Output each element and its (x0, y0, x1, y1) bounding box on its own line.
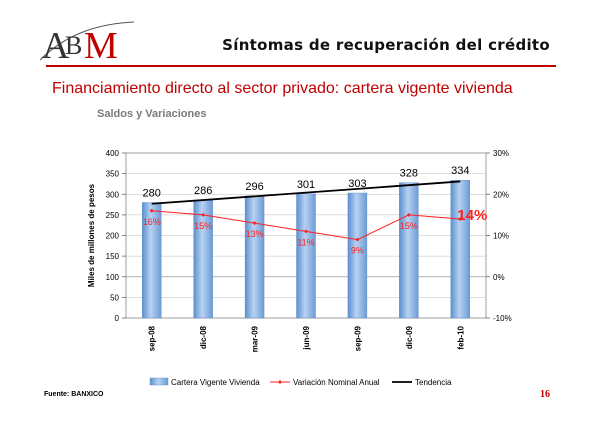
legend-label-trend: Tendencia (415, 378, 452, 387)
bar (193, 199, 213, 319)
y-tick-label: 200 (106, 232, 120, 241)
y-tick-label: 250 (106, 211, 120, 220)
variation-label: 14% (457, 207, 487, 224)
y-tick-label: 150 (106, 252, 120, 261)
logo-swoosh (39, 21, 135, 61)
variation-point (149, 208, 154, 213)
bar-value-label: 328 (400, 168, 418, 180)
header-rule (46, 65, 556, 67)
x-tick-label: feb-10 (456, 325, 465, 349)
x-tick-label: sep-09 (353, 325, 362, 351)
bar (296, 193, 316, 319)
x-tick-label: mar-09 (251, 325, 260, 352)
bar-value-label: 334 (451, 165, 469, 177)
variation-label: 15% (400, 221, 418, 231)
y-axis-title: Miles de millones de pesos (87, 183, 96, 287)
variation-point (304, 229, 308, 234)
y-tick-label: 400 (106, 149, 120, 158)
bar (142, 202, 162, 319)
x-tick-label: jun-09 (302, 325, 311, 350)
y-tick-label: 350 (106, 170, 120, 179)
legend-marker-variation (278, 380, 282, 384)
y-tick-label: 50 (110, 293, 119, 302)
bar (450, 180, 470, 319)
variation-point (252, 221, 257, 226)
bar-value-label: 296 (245, 181, 263, 193)
bar-value-label: 286 (194, 185, 212, 197)
bar-value-label: 301 (297, 179, 315, 191)
y-tick-label: 100 (106, 273, 120, 282)
variation-label: 16% (143, 217, 161, 227)
x-tick-label: dic-09 (405, 325, 414, 349)
svg-text:B: B (65, 31, 82, 60)
y2-tick-label: 10% (493, 232, 509, 241)
bar-value-label: 280 (143, 188, 161, 200)
x-tick-label: dic-08 (199, 325, 208, 349)
chart-subtitle: Saldos y Variaciones (97, 108, 207, 120)
y2-tick-label: 20% (493, 190, 509, 199)
bar-value-label: 303 (348, 178, 366, 190)
variation-point (355, 237, 360, 242)
variation-point (201, 212, 206, 217)
source-note: Fuente: BANXICO (44, 391, 104, 398)
variation-label: 13% (246, 229, 264, 239)
trend-line (151, 180, 461, 205)
y2-tick-label: 0% (493, 273, 505, 282)
legend-label-variation: Variación Nominal Anual (293, 378, 380, 387)
page-number: 16 (540, 389, 550, 400)
abm-logo: A B M (39, 21, 135, 66)
legend-label-bars: Cartera Vigente Vivienda (171, 378, 260, 387)
y-tick-label: 300 (106, 190, 120, 199)
header-title: Síntomas de recuperación del crédito (222, 36, 550, 54)
y2-tick-label: 30% (493, 149, 509, 158)
variation-point (458, 217, 463, 221)
bar (399, 182, 419, 319)
variation-label: 15% (194, 221, 212, 231)
y2-tick-label: -10% (493, 314, 512, 323)
variation-point (406, 212, 411, 217)
y-tick-label: 0 (115, 314, 120, 323)
bar (347, 192, 368, 319)
slide-title: Financiamiento directo al sector privado… (52, 80, 513, 97)
x-tick-label: sep-08 (148, 325, 157, 351)
variation-label: 11% (297, 237, 314, 247)
svg-text:A: A (42, 25, 70, 66)
legend-swatch-bars (149, 377, 169, 386)
svg-text:M: M (84, 25, 118, 66)
variation-label: 9% (351, 246, 364, 256)
bar (244, 195, 265, 319)
